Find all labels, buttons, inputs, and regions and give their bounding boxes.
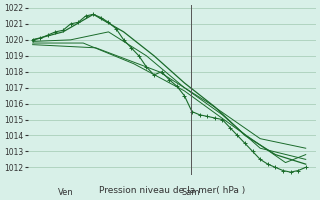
Text: Sam: Sam xyxy=(181,188,200,197)
X-axis label: Pression niveau de la mer( hPa ): Pression niveau de la mer( hPa ) xyxy=(99,186,245,195)
Text: Ven: Ven xyxy=(58,188,73,197)
